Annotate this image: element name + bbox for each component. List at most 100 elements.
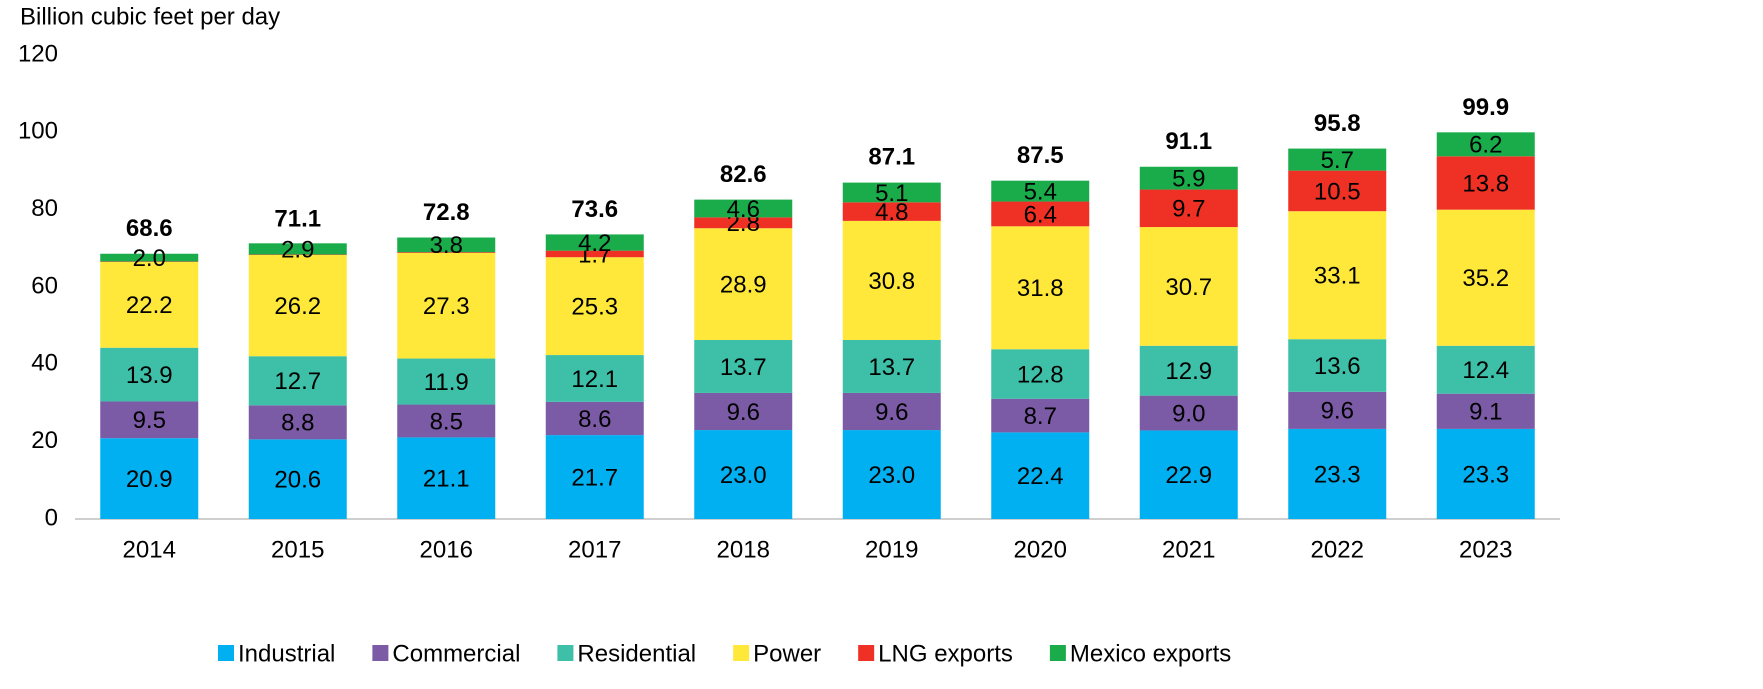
x-tick-label: 2023: [1459, 536, 1512, 563]
bar-segment: [100, 401, 199, 439]
bar-segment: [100, 347, 199, 402]
legend-label: LNG exports: [878, 640, 1013, 667]
data-label: 11.9: [424, 369, 469, 396]
data-label: 6.4: [1024, 201, 1057, 228]
data-label: 12.4: [1462, 357, 1509, 384]
bar-segment: [1288, 148, 1387, 171]
bar-segment: [397, 252, 496, 359]
bar-segment: [397, 404, 496, 438]
bar-segment: [842, 430, 941, 519]
data-label: 5.7: [1321, 147, 1354, 174]
x-tick-label: 2020: [1014, 536, 1067, 563]
y-tick-label: 0: [45, 504, 58, 531]
bar-segment: [100, 438, 199, 519]
x-tick-label: 2022: [1311, 536, 1364, 563]
data-label: 9.6: [727, 399, 760, 426]
legend-swatch: [1049, 645, 1066, 661]
data-label: 9.5: [133, 407, 166, 434]
bar-segment: [545, 401, 644, 436]
bar-segment: [1436, 132, 1535, 157]
data-label: 13.8: [1462, 170, 1509, 197]
bar-segment: [545, 250, 644, 258]
y-tick-label: 60: [31, 272, 58, 299]
bar-segment: [1139, 395, 1238, 431]
data-label: 8.6: [578, 406, 611, 433]
x-tick-label: 2016: [420, 536, 473, 563]
bar-segment: [248, 356, 347, 406]
bar-segment: [1139, 189, 1238, 228]
total-label: 72.8: [423, 199, 470, 226]
bar-segment: [1288, 170, 1387, 212]
data-label: 13.9: [126, 362, 173, 389]
bar-segment: [545, 355, 644, 402]
x-tick-label: 2015: [271, 536, 324, 563]
bar-segment: [1139, 345, 1238, 396]
data-label: 20.9: [126, 466, 173, 493]
bar-segment: [1436, 209, 1535, 346]
y-tick-label: 80: [31, 195, 58, 222]
data-label: 12.7: [274, 368, 321, 395]
data-label: 25.3: [571, 293, 618, 320]
data-label: 4.8: [875, 199, 908, 226]
data-label: 20.6: [274, 467, 321, 494]
data-label: 8.7: [1024, 403, 1057, 430]
bar-segment: [694, 392, 793, 431]
bar-segment: [545, 257, 644, 356]
legend-swatch: [858, 645, 875, 661]
data-label: 9.6: [875, 399, 908, 426]
y-axis-label: Billion cubic feet per day: [20, 3, 280, 30]
x-tick-label: 2021: [1162, 536, 1215, 563]
bar-segment: [248, 405, 347, 440]
data-label: 21.1: [423, 466, 470, 493]
bar-segment: [397, 252, 496, 253]
data-label: 2.0: [133, 245, 166, 272]
data-label: 10.5: [1314, 178, 1361, 205]
bar-segment: [1139, 227, 1238, 346]
bar-segment: [991, 201, 1090, 227]
data-label: 30.7: [1165, 274, 1212, 301]
bar-segment: [842, 182, 941, 203]
legend-label: Power: [753, 640, 821, 667]
data-label: 30.8: [868, 268, 915, 295]
bar-segment: [1288, 428, 1387, 519]
data-label: 31.8: [1017, 275, 1064, 302]
bar-segment: [991, 180, 1090, 202]
bar-segment: [991, 432, 1090, 519]
bar-segment: [397, 237, 496, 253]
bar-segment: [1436, 428, 1535, 519]
data-label: 3.8: [430, 232, 463, 259]
data-label: 8.5: [430, 408, 463, 435]
legend-swatch: [733, 645, 750, 661]
data-label: 9.6: [1321, 398, 1354, 425]
legend-label: Commercial: [392, 640, 520, 667]
data-label: 13.6: [1314, 353, 1361, 380]
legend-label: Residential: [577, 640, 696, 667]
y-tick-label: 120: [18, 40, 58, 67]
total-label: 82.6: [720, 161, 767, 188]
bar-segment: [694, 199, 793, 218]
bar-segment: [694, 228, 793, 340]
total-label: 87.1: [868, 144, 915, 171]
bar-segment: [248, 439, 347, 519]
data-label: 9.7: [1172, 196, 1205, 223]
data-label: 28.9: [720, 271, 767, 298]
data-label: 33.1: [1314, 263, 1361, 290]
data-label: 13.7: [868, 354, 915, 381]
y-tick-label: 20: [31, 427, 58, 454]
data-label: 27.3: [423, 293, 470, 320]
bar-segment: [842, 220, 941, 340]
bar-segment: [991, 226, 1090, 350]
data-label: 23.3: [1314, 461, 1361, 488]
data-label: 12.1: [571, 366, 618, 393]
data-label: 22.9: [1165, 462, 1212, 489]
data-label: 22.2: [126, 292, 173, 319]
bar-segment: [842, 339, 941, 393]
total-label: 95.8: [1314, 110, 1361, 137]
legend-label: Industrial: [238, 640, 335, 667]
total-label: 71.1: [274, 205, 321, 232]
total-label: 73.6: [571, 196, 618, 223]
bar-segment: [248, 254, 347, 357]
y-tick-label: 40: [31, 350, 58, 377]
legend-label: Mexico exports: [1070, 640, 1231, 667]
